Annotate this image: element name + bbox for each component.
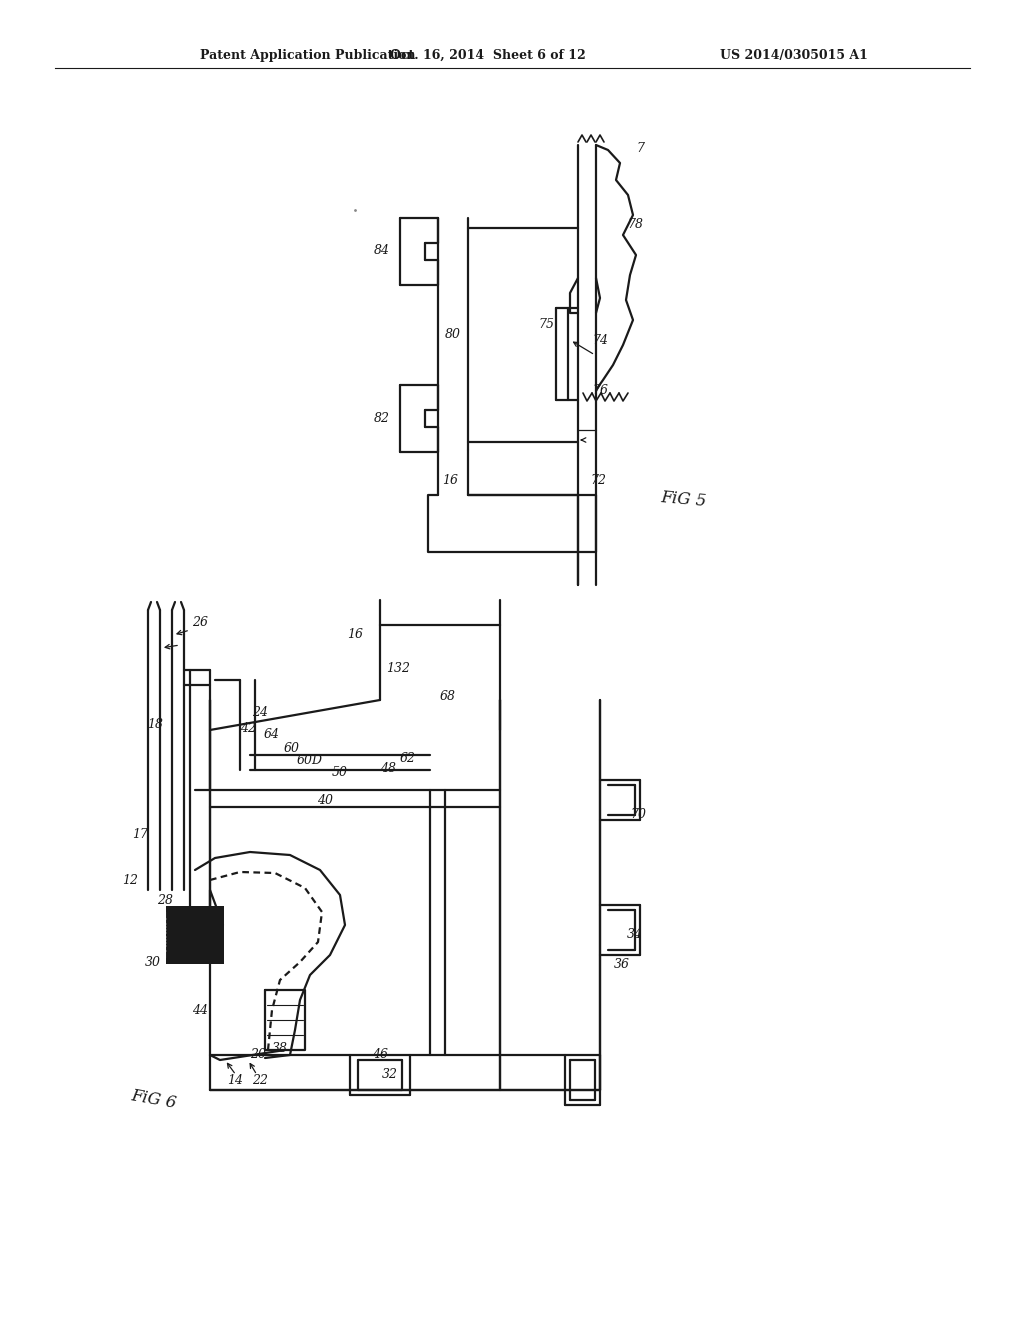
Text: 74: 74 — [592, 334, 608, 346]
Text: 48: 48 — [380, 762, 396, 775]
Text: 26: 26 — [193, 615, 208, 628]
Text: 76: 76 — [592, 384, 608, 396]
Text: 78: 78 — [627, 219, 643, 231]
Text: 72: 72 — [590, 474, 606, 487]
Text: FiG 6: FiG 6 — [130, 1088, 178, 1113]
Text: FiG 5: FiG 5 — [660, 490, 708, 511]
Text: 40: 40 — [317, 793, 333, 807]
Text: 60: 60 — [284, 742, 300, 755]
Text: 24: 24 — [252, 705, 268, 718]
Text: 12: 12 — [122, 874, 138, 887]
Text: 30: 30 — [145, 957, 161, 969]
Text: 50: 50 — [332, 767, 348, 780]
Text: Oct. 16, 2014  Sheet 6 of 12: Oct. 16, 2014 Sheet 6 of 12 — [390, 49, 586, 62]
Text: 68: 68 — [440, 690, 456, 704]
Text: 14: 14 — [227, 1073, 243, 1086]
Text: 36: 36 — [614, 958, 630, 972]
Text: 28: 28 — [157, 894, 173, 907]
Text: 84: 84 — [374, 243, 390, 256]
Text: 32: 32 — [382, 1068, 398, 1081]
Text: 22: 22 — [252, 1073, 268, 1086]
Text: US 2014/0305015 A1: US 2014/0305015 A1 — [720, 49, 868, 62]
Text: 16: 16 — [442, 474, 458, 487]
Text: 82: 82 — [374, 412, 390, 425]
Text: 80: 80 — [445, 329, 461, 342]
Text: 60D: 60D — [297, 754, 323, 767]
Text: 64: 64 — [264, 729, 280, 742]
Text: 132: 132 — [386, 661, 410, 675]
Text: 42: 42 — [240, 722, 256, 734]
Text: 18: 18 — [147, 718, 163, 731]
Text: 17: 17 — [132, 829, 148, 842]
Text: 75: 75 — [538, 318, 554, 331]
Text: 62: 62 — [400, 751, 416, 764]
Text: 20: 20 — [250, 1048, 266, 1061]
Text: 46: 46 — [372, 1048, 388, 1061]
Text: 7: 7 — [636, 141, 644, 154]
Text: 70: 70 — [630, 808, 646, 821]
Text: 44: 44 — [193, 1003, 208, 1016]
Text: 38: 38 — [272, 1041, 288, 1055]
Text: Patent Application Publication: Patent Application Publication — [200, 49, 416, 62]
Text: 16: 16 — [347, 628, 362, 642]
Text: 34: 34 — [627, 928, 643, 941]
